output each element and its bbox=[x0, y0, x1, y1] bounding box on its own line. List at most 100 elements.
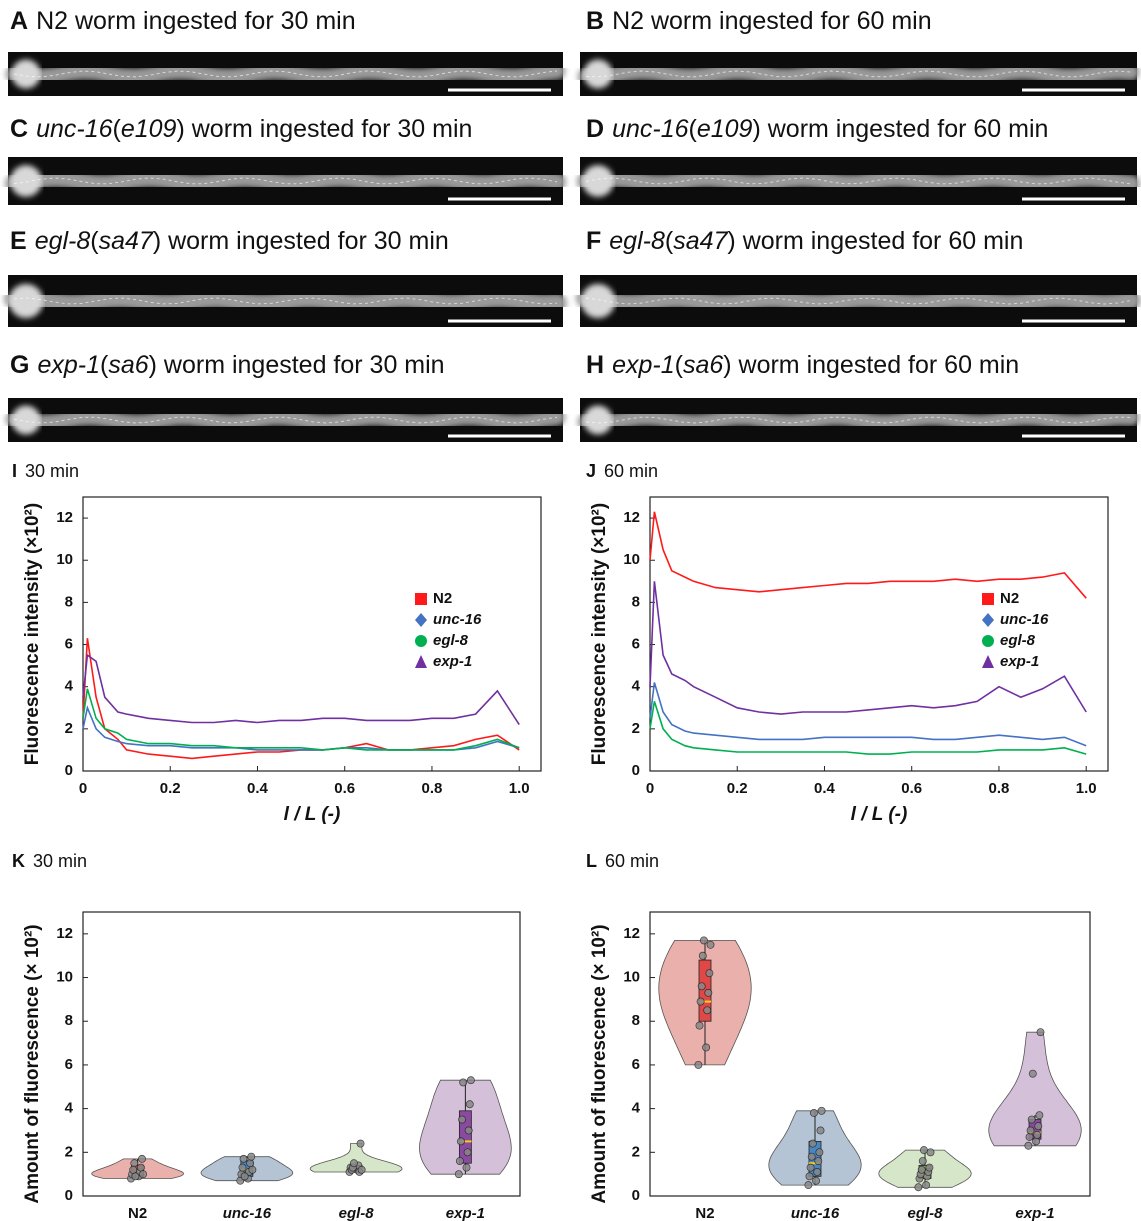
data-point bbox=[458, 1115, 467, 1124]
outline bbox=[585, 416, 1132, 424]
y-tick-label: 2 bbox=[632, 720, 640, 737]
panel-title: A N2 worm ingested for 30 min bbox=[10, 7, 356, 35]
title-part: ( bbox=[113, 115, 122, 143]
data-point bbox=[919, 1146, 928, 1155]
y-tick-label: 12 bbox=[623, 925, 640, 942]
legend-marker bbox=[415, 613, 427, 627]
x-tick-label: 0 bbox=[79, 780, 87, 797]
panel-letter: A bbox=[10, 7, 28, 35]
x-tick-label: 0.6 bbox=[334, 780, 355, 797]
chart-label: K 30 min bbox=[12, 851, 87, 871]
chart-title: 30 min bbox=[25, 461, 79, 481]
gut-signal bbox=[576, 288, 1141, 314]
data-point bbox=[809, 1109, 818, 1117]
data-point bbox=[1025, 1133, 1034, 1141]
y-tick-label: 6 bbox=[65, 636, 73, 653]
panel-letter: F bbox=[586, 227, 601, 255]
series-line bbox=[649, 682, 1087, 747]
data-point bbox=[464, 1126, 473, 1135]
title-part: N2 worm ingested for 60 min bbox=[612, 7, 932, 35]
y-tick-label: 12 bbox=[56, 925, 73, 942]
y-tick-label: 8 bbox=[632, 593, 640, 610]
title-part: e109 bbox=[697, 115, 753, 143]
legend-marker bbox=[982, 655, 994, 668]
x-tick-label: egl-8 bbox=[907, 1205, 943, 1221]
gut-signal bbox=[4, 168, 567, 193]
data-point bbox=[694, 1060, 703, 1069]
y-tick-label: 2 bbox=[632, 1143, 640, 1160]
title-part: ( bbox=[689, 115, 698, 143]
y-tick-label: 8 bbox=[65, 1012, 73, 1029]
pharynx-glow bbox=[583, 59, 613, 89]
data-point bbox=[702, 1043, 711, 1052]
data-point bbox=[466, 1076, 475, 1085]
pharynx-glow bbox=[8, 283, 44, 319]
title-part: N2 worm ingested for 30 min bbox=[36, 7, 356, 35]
data-point bbox=[807, 1152, 816, 1161]
title-part: sa47 bbox=[99, 227, 154, 255]
pharynx-glow bbox=[582, 165, 614, 197]
data-point bbox=[697, 982, 706, 991]
data-point bbox=[1032, 1137, 1041, 1146]
data-point bbox=[349, 1159, 358, 1168]
title-part: egl-8 bbox=[35, 227, 91, 255]
chart-label: L 60 min bbox=[586, 851, 659, 871]
gut-signal bbox=[577, 408, 1140, 432]
data-point bbox=[813, 1168, 822, 1176]
panel-title: B N2 worm ingested for 60 min bbox=[586, 7, 932, 35]
outline bbox=[585, 70, 1132, 78]
x-tick-label: 1.0 bbox=[509, 780, 530, 797]
legend-marker bbox=[982, 613, 994, 627]
panel-letter: H bbox=[586, 351, 604, 379]
pharynx-glow bbox=[580, 283, 616, 319]
data-point bbox=[1035, 1111, 1044, 1120]
data-point bbox=[1026, 1126, 1035, 1135]
outline bbox=[13, 70, 558, 78]
title-part: e109 bbox=[121, 115, 177, 143]
title-part: sa6 bbox=[683, 351, 723, 379]
violin bbox=[988, 1031, 1082, 1147]
data-point bbox=[922, 1181, 931, 1190]
chart-title: 60 min bbox=[605, 851, 659, 871]
outline bbox=[13, 416, 558, 424]
data-point bbox=[918, 1157, 927, 1165]
data-point bbox=[816, 1126, 825, 1135]
y-tick-label: 6 bbox=[632, 636, 640, 653]
x-tick-label: exp-1 bbox=[446, 1205, 485, 1221]
outline bbox=[13, 177, 558, 185]
chart-label: I 30 min bbox=[12, 461, 79, 481]
y-tick-label: 4 bbox=[632, 1100, 641, 1117]
data-point bbox=[817, 1106, 826, 1115]
data-point bbox=[1024, 1141, 1033, 1150]
title-part: ( bbox=[665, 227, 674, 255]
title-part: exp-1 bbox=[612, 351, 675, 379]
title-part: sa47 bbox=[673, 227, 728, 255]
panel-letter: C bbox=[10, 115, 28, 143]
title-part: ) worm ingested for 60 min bbox=[727, 227, 1023, 255]
data-point bbox=[704, 988, 713, 997]
plot-frame bbox=[649, 496, 1109, 772]
y-tick-label: 8 bbox=[65, 593, 73, 610]
panel-letter: B bbox=[586, 7, 604, 35]
legend-marker bbox=[415, 635, 427, 647]
x-tick-label: unc-16 bbox=[791, 1205, 840, 1221]
gut-signal bbox=[4, 288, 567, 314]
y-tick-label: 4 bbox=[65, 1100, 74, 1117]
legend-label: unc-16 bbox=[433, 611, 482, 628]
outline bbox=[585, 297, 1132, 305]
data-point bbox=[1027, 1115, 1036, 1124]
data-point bbox=[129, 1165, 138, 1174]
y-tick-label: 0 bbox=[632, 762, 640, 779]
x-tick-label: 0.2 bbox=[160, 780, 181, 797]
violin bbox=[309, 1143, 403, 1173]
data-point bbox=[357, 1165, 366, 1174]
series-line bbox=[82, 653, 520, 726]
chart-title: 60 min bbox=[604, 461, 658, 481]
title-part: ) worm ingested for 30 min bbox=[153, 227, 449, 255]
y-tick-label: 8 bbox=[632, 1012, 640, 1029]
